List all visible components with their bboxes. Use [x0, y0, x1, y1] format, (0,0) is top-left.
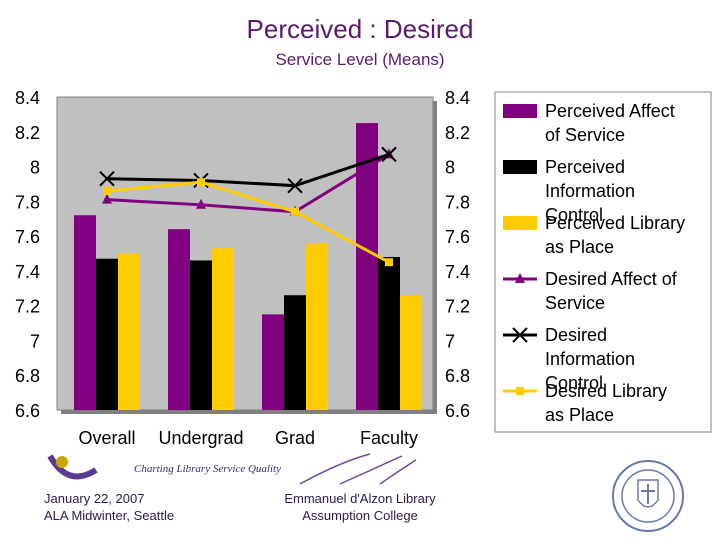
legend-marker [512, 327, 528, 343]
legend-label: Perceived Affect of Service [545, 101, 675, 145]
bar [212, 248, 234, 410]
data-point [99, 171, 115, 187]
slide-subtitle: Service Level (Means) [275, 50, 445, 69]
y-tick-left: 7.8 [15, 192, 40, 212]
y-tick-right: 7.8 [445, 192, 470, 212]
data-point [196, 198, 206, 209]
data-point [197, 178, 205, 187]
banner-text: Charting Library Service Quality [134, 463, 281, 475]
chart: 8.4 8.4 8.2 8.2 8 8 7.8 7.8 7.6 7.6 7.4 7.4 7.2 7.2 7 7… [15, 88, 712, 448]
y-tick-right: 8.2 [445, 123, 470, 143]
y-tick-right: 7.6 [445, 227, 470, 247]
footer-college: Assumption College [302, 508, 418, 523]
data-point [385, 258, 393, 267]
bar [306, 243, 328, 410]
y-tick-right: 8.4 [445, 88, 470, 108]
series-line [106, 153, 390, 214]
y-tick-right: 7.2 [445, 297, 470, 317]
bar [356, 123, 378, 411]
data-point [287, 177, 303, 194]
y-tick-left: 7.6 [15, 227, 40, 247]
x-tick-label: Undergrad [158, 428, 243, 448]
y-tick-left: 6.6 [15, 401, 40, 421]
data-point [102, 193, 112, 204]
legend-label: Desired Affect of Service [545, 269, 678, 313]
data-point [103, 186, 111, 195]
x-tick-label: Grad [275, 428, 315, 448]
banner-globe-icon [47, 454, 98, 480]
legend-label: Perceived Information Control [545, 157, 635, 225]
legend-label: Desired Information Control [545, 325, 635, 393]
y-tick-left: 8.4 [15, 88, 40, 108]
x-tick-label: Overall [78, 428, 135, 448]
legend-marker [516, 387, 524, 395]
bar [400, 295, 422, 410]
legend-box [494, 91, 712, 433]
y-tick-right: 7 [445, 331, 455, 351]
series-line [106, 180, 390, 264]
y-tick-right: 8 [445, 158, 455, 178]
bar [118, 253, 140, 410]
legend-swatch [503, 160, 537, 174]
college-seal-icon [612, 460, 684, 532]
legend-label: Perceived Library as Place [545, 213, 685, 257]
y-tick-left: 7 [30, 331, 40, 351]
legend-swatch [503, 216, 537, 230]
y-tick-left: 8 [30, 158, 40, 178]
slide-title: Perceived : Desired [246, 14, 474, 44]
data-point [381, 146, 397, 163]
y-tick-right: 7.4 [445, 262, 470, 282]
bar [168, 229, 190, 410]
bar [262, 314, 284, 410]
bar [378, 256, 400, 410]
footer-institution: Emmanuel d'Alzon Library Assumption Coll… [270, 490, 450, 524]
x-tick-label: Faculty [360, 428, 418, 448]
series-line [106, 152, 390, 188]
bar [74, 215, 96, 410]
footer-date-venue: January 22, 2007 ALA Midwinter, Seattle [44, 490, 174, 524]
y-tick-right: 6.6 [445, 401, 470, 421]
footer-venue: ALA Midwinter, Seattle [44, 508, 175, 523]
y-tick-left: 7.4 [15, 262, 40, 282]
legend-marker [515, 273, 525, 283]
banner-swoosh-icon [299, 453, 417, 485]
y-tick-left: 7.2 [15, 297, 40, 317]
bar [190, 260, 212, 410]
y-tick-left: 6.8 [15, 366, 40, 386]
legend-swatch [503, 104, 537, 118]
footer-date: January 22, 2007 [44, 491, 145, 506]
footer-library: Emmanuel d'Alzon Library [284, 491, 436, 506]
bar [96, 258, 118, 410]
legend-label: Desired Library as Place [545, 381, 667, 425]
y-tick-left: 8.2 [15, 123, 40, 143]
bar [284, 295, 306, 410]
banner-logo: Charting Library Service Quality [47, 453, 417, 485]
y-tick-right: 6.8 [445, 366, 470, 386]
data-point [291, 207, 299, 216]
banner-globe-dot-icon [56, 456, 68, 468]
